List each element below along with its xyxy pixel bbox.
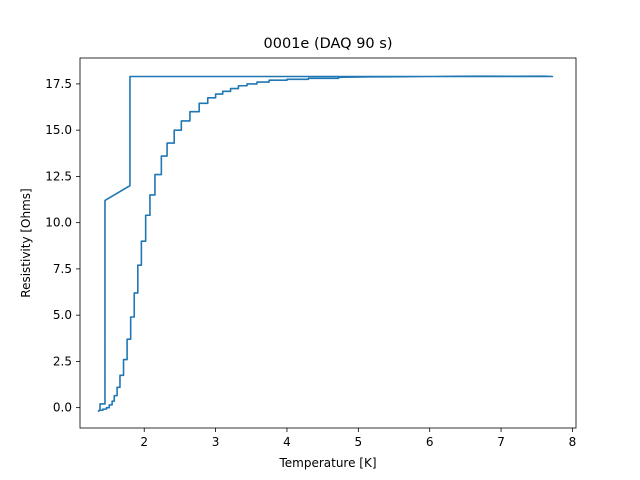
y-tick-label: 5.0 [53,308,72,322]
y-tick-label: 12.5 [45,169,72,183]
plot-area [97,75,554,413]
y-tick-label: 10.0 [45,216,72,230]
x-tick-label: 2 [140,435,148,449]
y-tick-label: 0.0 [53,401,72,415]
y-tick-label: 2.5 [53,354,72,368]
x-tick-label: 8 [569,435,577,449]
y-tick-label: 15.0 [45,123,72,137]
series-line-0 [97,75,554,413]
y-tick-label: 17.5 [45,77,72,91]
y-axis-label: Resistivity [Ohms] [19,188,33,297]
x-tick-label: 3 [212,435,220,449]
axes-frame [79,57,577,429]
y-tick-label: 7.5 [53,262,72,276]
axis-ticks: 2 3 4 5 6 7 8 0.0 2.5 5.0 7.5 10.0 12.5 15.0 17.5 [45,77,576,449]
x-tick-label: 6 [426,435,434,449]
x-tick-label: 5 [355,435,363,449]
chart-title: 0001e (DAQ 90 s) [264,36,393,52]
x-tick-label: 7 [497,435,505,449]
x-tick-label: 4 [283,435,291,449]
x-axis-label: Temperature [K] [278,456,376,470]
